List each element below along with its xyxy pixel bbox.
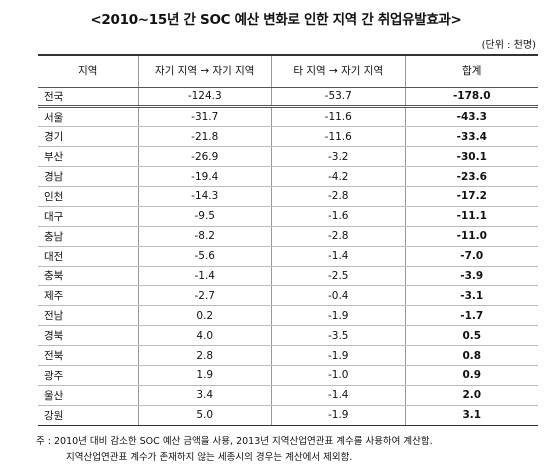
- column-header: 자기 지역 → 자기 지역: [137, 55, 272, 88]
- value-cell: -8.2: [137, 226, 272, 247]
- value-cell: -0.4: [271, 285, 405, 307]
- value-cell: 0.2: [137, 305, 272, 327]
- value-cell: -3.9: [404, 266, 538, 287]
- value-cell: 0.8: [404, 345, 538, 366]
- table-row: 강원 5.0 -1.9 3.1: [38, 405, 538, 426]
- value-cell: -26.9: [137, 146, 272, 168]
- table-row: 대전 -5.6 -1.4 -7.0: [38, 246, 538, 267]
- value-cell: -3.1: [404, 285, 538, 307]
- value-cell: -53.7: [271, 87, 405, 109]
- title: <2010~15년 간 SOC 예산 변화로 인한 지역 간 취업유발효과>: [90, 12, 462, 28]
- value-cell: -124.3: [137, 87, 272, 109]
- region-cell: 인천: [38, 186, 138, 207]
- value-cell: -1.4: [137, 266, 272, 287]
- value-cell: 2.0: [404, 385, 538, 406]
- column-header: 합계: [404, 55, 538, 88]
- value-cell: -1.7: [404, 305, 538, 327]
- table-row: 광주 1.9 -1.0 0.9: [38, 365, 538, 386]
- value-cell: -14.3: [137, 186, 272, 207]
- note: 주 : 2010년 대비 감소한 SOC 예산 금액을 사용, 2013년 지역…: [36, 436, 433, 447]
- value-cell: 5.0: [137, 405, 272, 426]
- unit: (단위 : 천명): [481, 40, 536, 51]
- value-cell: -2.8: [271, 186, 405, 207]
- value-cell: 3.4: [137, 385, 272, 406]
- value-cell: -17.2: [404, 186, 538, 207]
- column-header: 지역: [38, 55, 138, 88]
- value-cell: 0.9: [404, 365, 538, 386]
- table-row: 경북 4.0 -3.5 0.5: [38, 325, 538, 347]
- region-cell: 경남: [38, 166, 138, 187]
- value-cell: -3.2: [271, 146, 405, 168]
- value-cell: -11.1: [404, 206, 538, 227]
- region-cell: 대구: [38, 206, 138, 227]
- table-row: 부산 -26.9 -3.2 -30.1: [38, 146, 538, 168]
- value-cell: -1.6: [271, 206, 405, 227]
- value-cell: -33.4: [404, 126, 538, 148]
- value-cell: -21.8: [137, 126, 272, 148]
- region-cell: 전국: [38, 87, 138, 109]
- region-cell: 제주: [38, 285, 138, 307]
- region-cell: 울산: [38, 385, 138, 406]
- region-cell: 서울: [38, 106, 138, 128]
- region-cell: 대전: [38, 246, 138, 267]
- note: 지역산업연관표 계수가 존재하지 않는 세종시의 경우는 계산에서 제외함.: [66, 452, 353, 463]
- value-cell: -2.7: [137, 285, 272, 307]
- value-cell: -4.2: [271, 166, 405, 187]
- region-cell: 충북: [38, 266, 138, 287]
- value-cell: -30.1: [404, 146, 538, 168]
- value-cell: 4.0: [137, 325, 272, 347]
- table-row: 대구 -9.5 -1.6 -11.1: [38, 206, 538, 227]
- table-row: 전남 0.2 -1.9 -1.7: [38, 305, 538, 327]
- value-cell: -9.5: [137, 206, 272, 227]
- value-cell: -1.4: [271, 385, 405, 406]
- table-row: 경기 -21.8 -11.6 -33.4: [38, 126, 538, 148]
- header-row: 지역 자기 지역 → 자기 지역 타 지역 → 자기 지역 합계: [38, 55, 538, 88]
- table-row: 경남 -19.4 -4.2 -23.6: [38, 166, 538, 187]
- table-row: 제주 -2.7 -0.4 -3.1: [38, 285, 538, 307]
- table-row: 인천 -14.3 -2.8 -17.2: [38, 186, 538, 207]
- value-cell: -11.6: [271, 106, 405, 128]
- value-cell: 0.5: [404, 325, 538, 347]
- region-cell: 광주: [38, 365, 138, 386]
- value-cell: -2.8: [271, 226, 405, 247]
- value-cell: -19.4: [137, 166, 272, 187]
- value-cell: 2.8: [137, 345, 272, 366]
- value-cell: 3.1: [404, 405, 538, 426]
- value-cell: -7.0: [404, 246, 538, 267]
- table-row: 전북 2.8 -1.9 0.8: [38, 345, 538, 366]
- table-row: 서울 -31.7 -11.6 -43.3: [38, 106, 538, 128]
- value-cell: -1.9: [271, 405, 405, 426]
- region-cell: 부산: [38, 146, 138, 168]
- value-cell: -3.5: [271, 325, 405, 347]
- region-cell: 경기: [38, 126, 138, 148]
- value-cell: -1.9: [271, 305, 405, 327]
- value-cell: 1.9: [137, 365, 272, 386]
- value-cell: -178.0: [404, 87, 538, 109]
- region-cell: 전남: [38, 305, 138, 327]
- column-header: 타 지역 → 자기 지역: [271, 55, 405, 88]
- value-cell: -2.5: [271, 266, 405, 287]
- value-cell: -1.4: [271, 246, 405, 267]
- table-row: 충북 -1.4 -2.5 -3.9: [38, 266, 538, 287]
- table-body: 전국 -124.3 -53.7 -178.0 서울 -31.7 -11.6 -43.3 경기 -2…: [38, 87, 538, 426]
- value-cell: -11.6: [271, 126, 405, 148]
- region-cell: 전북: [38, 345, 138, 366]
- value-cell: -11.0: [404, 226, 538, 247]
- value-cell: -23.6: [404, 166, 538, 187]
- value-cell: -31.7: [137, 106, 272, 128]
- table-row: 충남 -8.2 -2.8 -11.0: [38, 226, 538, 247]
- table-row: 전국 -124.3 -53.7 -178.0: [38, 87, 538, 109]
- table-row: 울산 3.4 -1.4 2.0: [38, 385, 538, 406]
- region-cell: 경북: [38, 325, 138, 347]
- region-cell: 강원: [38, 405, 138, 426]
- value-cell: -1.9: [271, 345, 405, 366]
- value-cell: -43.3: [404, 106, 538, 128]
- value-cell: -5.6: [137, 246, 272, 267]
- region-cell: 충남: [38, 226, 138, 247]
- table: 지역 자기 지역 → 자기 지역 타 지역 → 자기 지역 합계 전국 -124.3 -5…: [38, 54, 538, 426]
- value-cell: -1.0: [271, 365, 405, 386]
